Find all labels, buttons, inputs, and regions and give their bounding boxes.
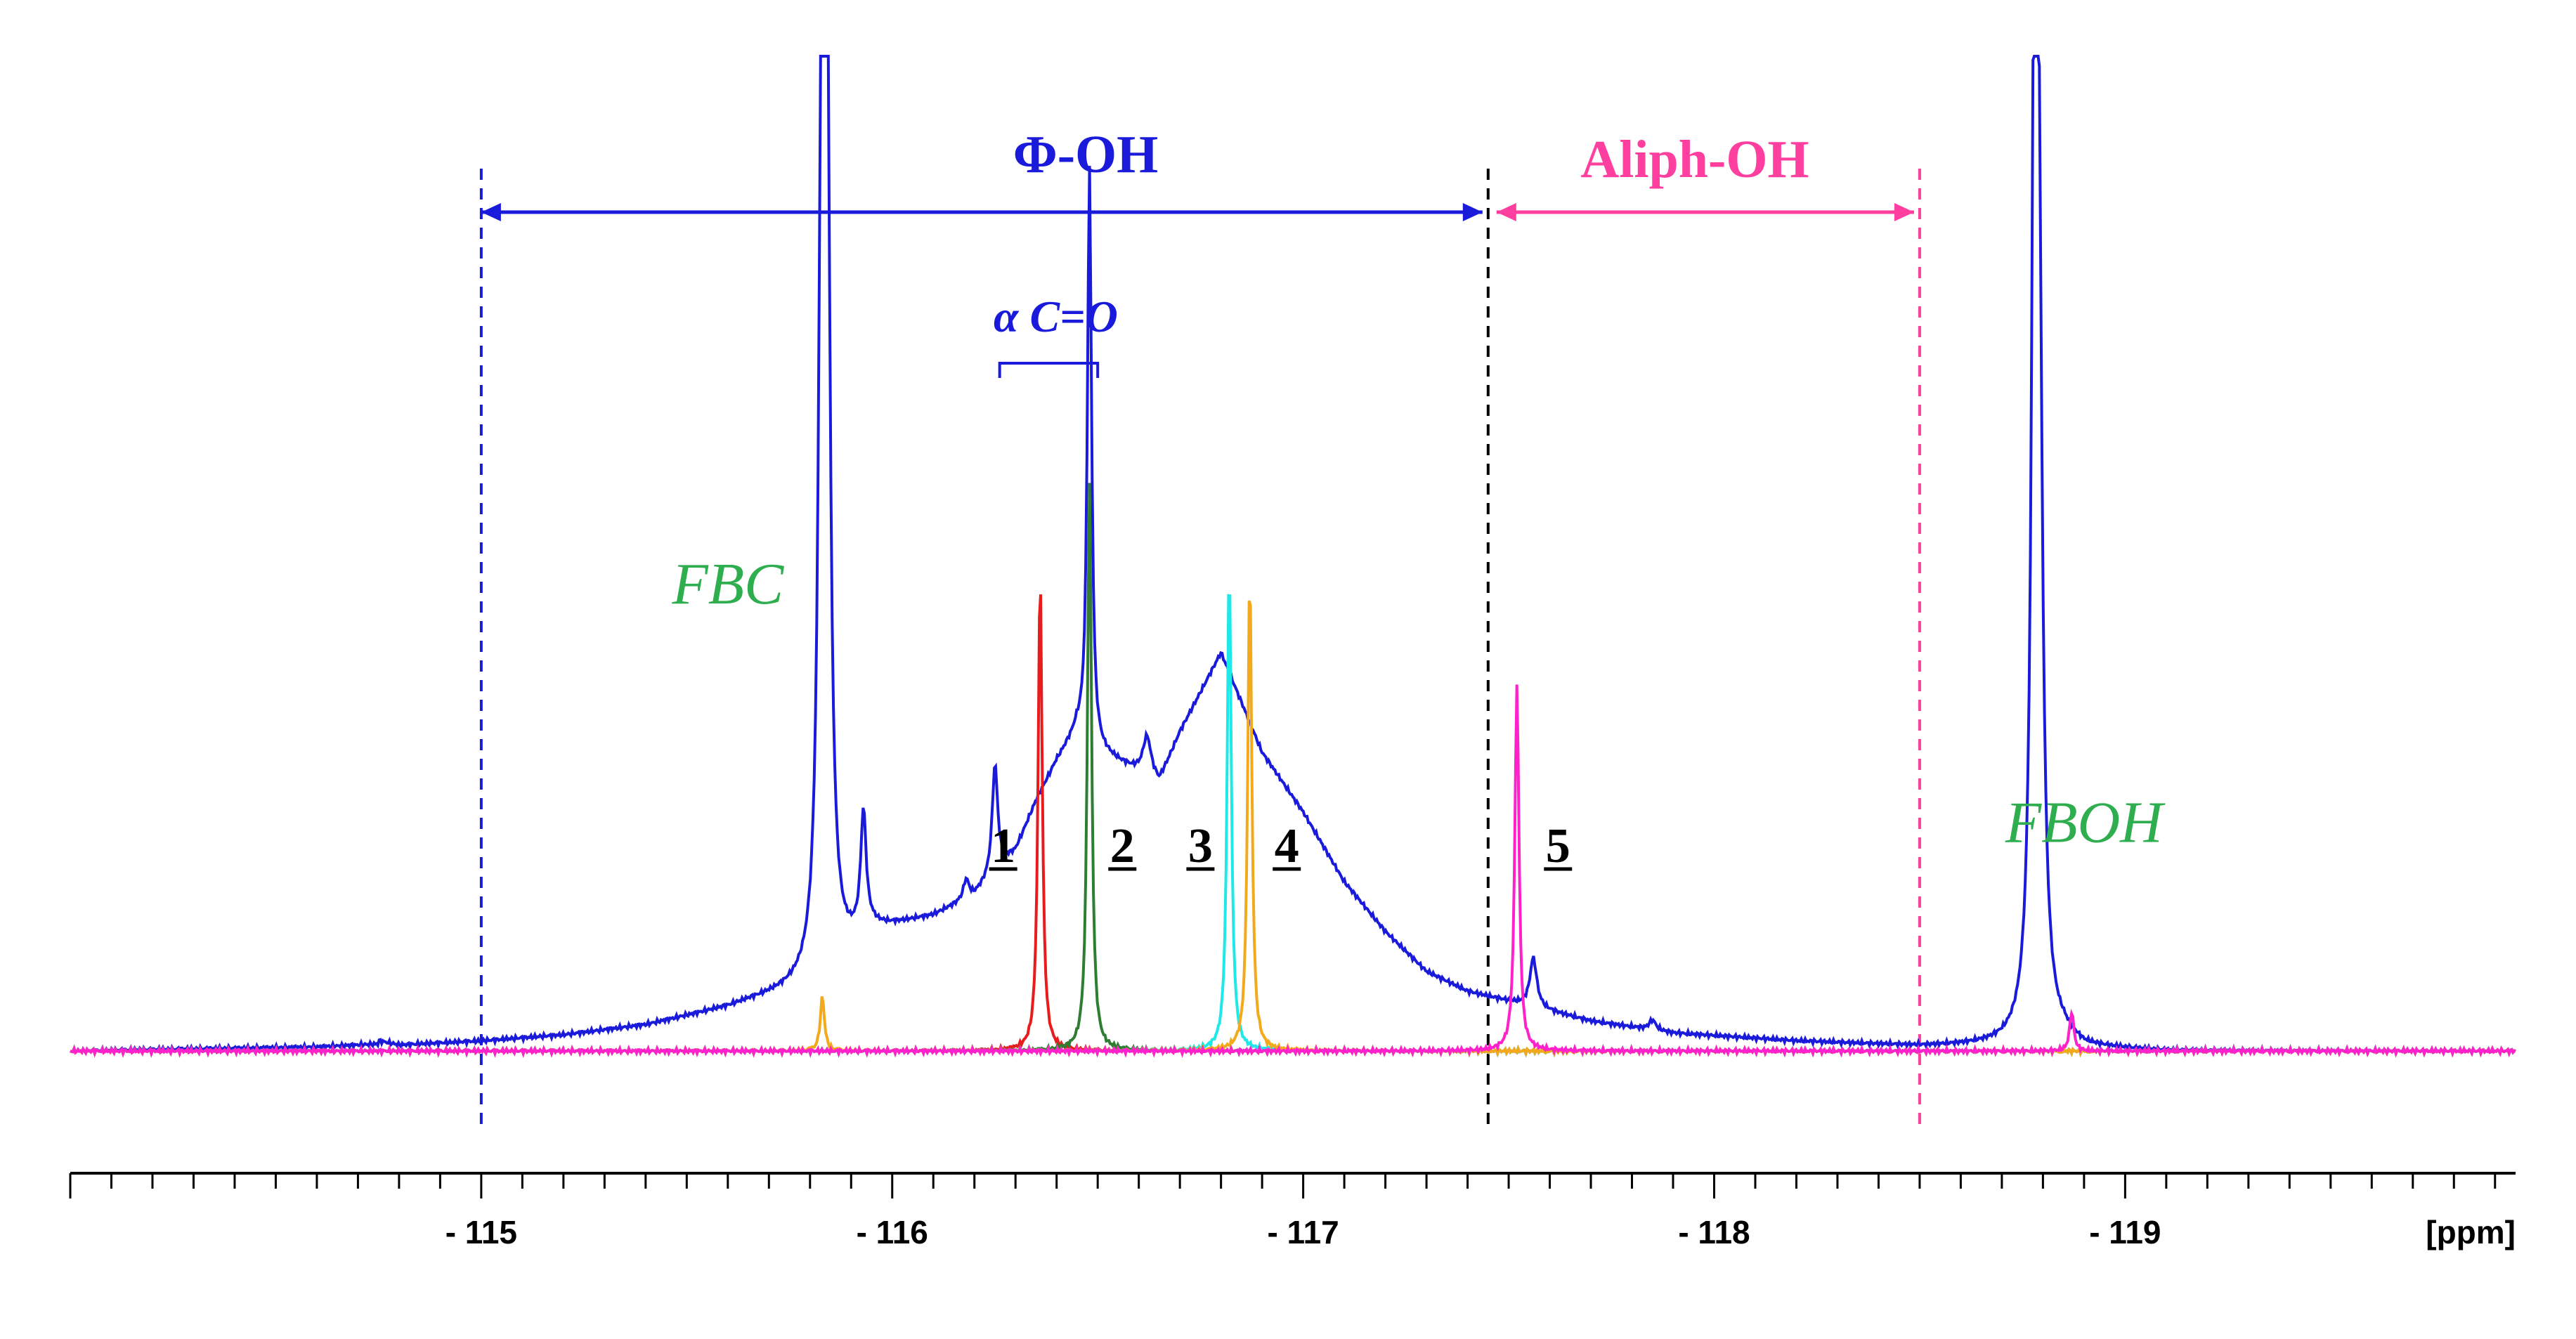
region-boundaries — [479, 169, 1921, 1128]
x-axis: - 115 - 116 - 117 - 118 - 119 [ppm] — [69, 1172, 2516, 1250]
region-label-phenolic: Φ-OH — [1013, 125, 1159, 184]
peak-annotations: 1 2 3 4 5 FBC FBOH — [671, 551, 2166, 873]
alpha-co-bracket: α C=O — [994, 292, 1118, 378]
compound-label-fboh: FBOH — [2005, 790, 2166, 856]
spectrum-traces — [70, 55, 2516, 1058]
peak-label-3: 3 — [1188, 819, 1213, 873]
alpha-co-bracket-line — [998, 362, 1100, 378]
peak-label-1: 1 — [991, 819, 1015, 873]
peak-label-5: 5 — [1546, 819, 1570, 873]
spectrum-trace-green — [70, 483, 2516, 1058]
compound-label-fbc: FBC — [671, 551, 784, 617]
region-arrowhead-right-aliphatic — [1894, 203, 1914, 221]
peak-label-2: 2 — [1110, 819, 1135, 873]
x-tick-label: - 119 — [2089, 1214, 2161, 1250]
x-tick-label: - 116 — [857, 1214, 928, 1250]
region-arrows: Φ-OH Aliph-OH — [481, 125, 1914, 221]
spectrum-trace-blue — [70, 55, 2516, 1058]
spectrum-trace-magenta — [70, 684, 2516, 1058]
peak-label-4: 4 — [1275, 819, 1299, 873]
x-tick-label: - 117 — [1267, 1214, 1339, 1250]
region-arrowhead-left-aliphatic — [1496, 203, 1516, 221]
x-axis-minor-ticks — [69, 1173, 2497, 1198]
x-tick-label: - 115 — [445, 1214, 517, 1250]
region-arrowhead-right-phenolic — [1462, 203, 1483, 221]
alpha-co-label: α C=O — [994, 292, 1118, 341]
region-label-aliphatic: Aliph-OH — [1580, 130, 1809, 189]
x-axis-unit-label: [ppm] — [2426, 1214, 2516, 1250]
x-tick-label: - 118 — [1678, 1214, 1750, 1250]
region-arrowhead-left-phenolic — [481, 203, 501, 221]
